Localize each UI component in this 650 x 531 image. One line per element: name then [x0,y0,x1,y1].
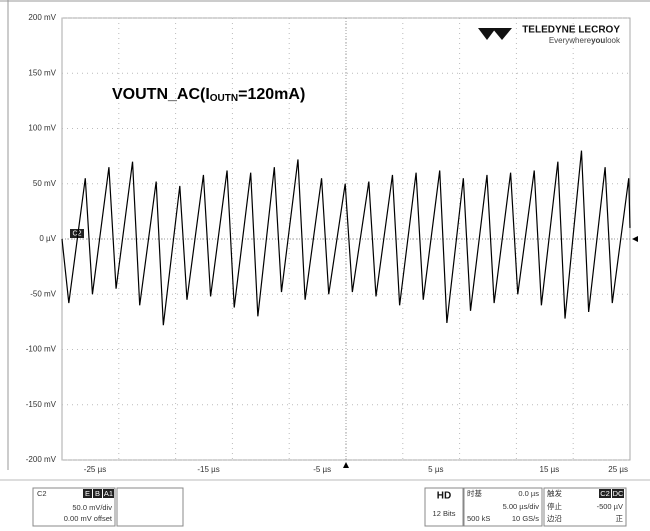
trigger-mode: 停止 [547,501,562,511]
panel-box [424,487,464,527]
channel-name: C2 [37,489,47,498]
trigger-slope: 正 [616,514,624,523]
empty-box [116,487,184,527]
x-tick-label: -5 µs [313,465,331,474]
badge-bg [103,489,114,498]
logo-tag2: you [591,36,605,45]
trigger-type: 边沿 [547,514,562,523]
channel-scale: 50.0 mV/div [72,503,112,512]
annotation-sub: OUTN [210,93,238,104]
y-tick-label: -100 mV [26,345,57,354]
y-tick-label: 100 mV [28,124,56,133]
trigger-title: 触发 [547,488,562,498]
x-tick-label: 5 µs [428,465,443,474]
y-tick-label: 0 µV [39,234,56,243]
badge-bg [612,489,624,498]
plot-area: 200 mV 150 mV 100 mV 50 mV 0 µV -50 mV -100 mV… [26,13,638,474]
annotation: VOUTN_AC(IOUTN=120mA) [112,86,305,103]
trigger-src: C2 [600,489,610,498]
annotation-tail: =120mA) [238,86,305,103]
trigger-coupling: DC [613,489,624,498]
hd-name: HD [437,491,451,502]
level-marker [632,236,638,242]
y-tick-label: -150 mV [26,400,57,409]
logo: TELEDYNE LECROY Everywhereyoulook [478,25,621,45]
hd-bits: 12 Bits [433,509,456,518]
channel-panel: C2 E B A1 50.0 mV/div 0.00 mV offset [32,487,184,527]
logo-icon [478,28,512,40]
annotation-main: VOUTN_AC(I [112,86,210,103]
trigger-marker [343,462,349,468]
badge-bg [93,489,102,498]
channel-offset: 0.00 mV offset [64,514,113,523]
x-tick-label: -25 µs [84,465,106,474]
logo-tag3: look [605,36,621,45]
panel-box [463,487,543,527]
x-tick-label: 25 µs [608,465,628,474]
y-tick-label: 150 mV [28,68,56,77]
badge: E [85,489,90,498]
logo-tag1: Everywhere [549,36,592,45]
channel-marker-bg [70,229,84,238]
badge-bg [599,489,611,498]
timebase-title: 时基 [467,488,482,498]
timebase-samples: 500 kS [467,514,490,523]
channel-marker: C2 [73,230,82,237]
y-tick-label: -200 mV [26,455,57,464]
trigger-panel: 触发 C2 DC 停止 -500 µV 边沿 正 [543,487,627,527]
x-tick-label: -15 µs [197,465,219,474]
x-tick-label: 15 µs [540,465,560,474]
waveform [61,150,631,326]
timebase-div: 5.00 µs/div [503,502,540,511]
y-tick-label: 50 mV [33,179,57,188]
badge: A1 [104,489,113,498]
badge: B [95,489,100,498]
badge-bg [83,489,92,498]
timebase-rate: 10 GS/s [512,514,539,523]
trigger-level: -500 µV [597,502,623,511]
timebase-panel: 时基 0.0 µs 5.00 µs/div 500 kS 10 GS/s [463,487,543,527]
logo-brand: TELEDYNE LECROY [522,25,620,36]
timebase-delay: 0.0 µs [518,489,539,498]
y-tick-label: -50 mV [30,289,56,298]
y-tick-label: 200 mV [28,13,56,22]
hd-panel: HD 12 Bits [424,487,464,527]
logo-tag: Everywhereyoulook [549,36,621,45]
